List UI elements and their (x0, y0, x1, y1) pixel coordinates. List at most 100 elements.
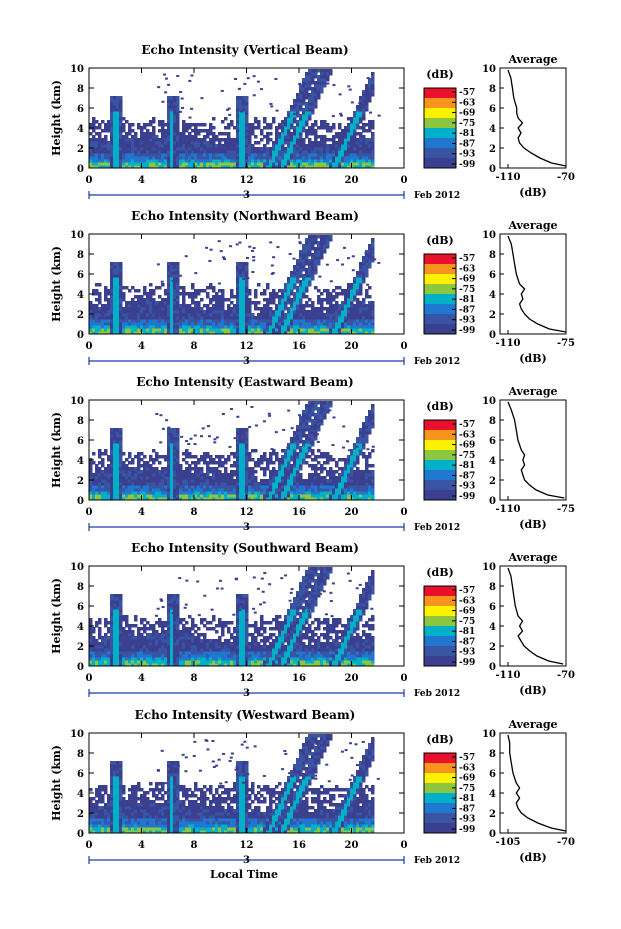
colorbar-cell (424, 437, 456, 441)
speckle (331, 582, 335, 585)
average-profile-line (507, 567, 564, 665)
date-month: Feb 2012 (414, 357, 460, 367)
x-tick-label: 8 (191, 175, 198, 186)
speckle (309, 427, 313, 430)
speckle (193, 740, 197, 743)
speckle (307, 417, 311, 420)
speckle (180, 97, 184, 100)
speckle (229, 756, 233, 759)
colorbar-cell (424, 130, 456, 134)
x-tick-label: 12 (240, 175, 254, 186)
speckle (235, 439, 239, 442)
colorbar-cell (424, 626, 456, 629)
speckle (201, 427, 205, 430)
speckle (245, 256, 249, 259)
y-tick-label: 0 (77, 829, 84, 840)
speckle (344, 749, 348, 752)
speckle (331, 444, 335, 447)
colorbar-label: -93 (459, 648, 475, 658)
colorbar-cell (424, 143, 456, 146)
average-x-tick-label: -110 (495, 670, 520, 681)
y-axis-label: Height (km) (50, 745, 63, 821)
colorbar-label: -81 (459, 461, 475, 471)
speckle (234, 77, 238, 80)
average-x-label: (dB) (519, 352, 546, 365)
colorbar-cell (424, 140, 456, 144)
y-tick-label: 0 (77, 330, 84, 341)
colorbar-cell (424, 828, 456, 831)
speckle (290, 588, 294, 591)
average-x-label: (dB) (519, 684, 546, 697)
speckle (362, 117, 366, 120)
panel-1: Echo Intensity (Northward Beam)0 4 8 12 16 20… (50, 209, 575, 367)
colorbar-cell (424, 256, 456, 260)
colorbar-cell (424, 795, 456, 799)
y-tick-label: 6 (77, 769, 84, 780)
colorbar-cell (424, 810, 456, 814)
speckle (355, 445, 359, 448)
colorbar-cell (424, 753, 456, 756)
speckle (331, 115, 335, 118)
x-tick-label: 0 (86, 673, 93, 684)
colorbar-cell (424, 326, 456, 330)
speckle (288, 772, 292, 775)
colorbar-label: -75 (459, 617, 475, 627)
average-title: Average (507, 219, 557, 232)
speckle (161, 427, 165, 430)
colorbar-label: -63 (459, 430, 475, 440)
speckle (245, 746, 249, 749)
speckle (270, 272, 274, 275)
colorbar-label: -63 (459, 596, 475, 606)
x-tick-label: 0 (401, 507, 408, 518)
speckle (228, 760, 232, 763)
speckle (171, 279, 175, 282)
speckle (288, 599, 292, 602)
y-tick-label: 2 (77, 310, 84, 321)
speckle (346, 572, 350, 575)
colorbar-cell (424, 135, 456, 139)
speckle (329, 600, 333, 603)
colorbar-cell (424, 291, 456, 295)
colorbar-cell (424, 798, 456, 801)
speckle (315, 433, 319, 436)
colorbar-label: -63 (459, 763, 475, 773)
average-frame (499, 233, 567, 335)
colorbar-cell (424, 462, 456, 466)
colorbar-cell (424, 264, 456, 267)
speckle (160, 749, 164, 752)
speckle (176, 764, 180, 767)
colorbar-cell (424, 296, 456, 300)
panel-title: Echo Intensity (Westward Beam) (135, 708, 356, 722)
colorbar-cell (424, 825, 456, 829)
speckle (248, 426, 252, 429)
colorbar-cell (424, 133, 456, 136)
average-y-tick-label: 6 (489, 270, 496, 281)
speckle (253, 745, 257, 748)
average-y-tick-label: 0 (489, 330, 496, 341)
x-tick-label: 12 (240, 673, 254, 684)
colorbar-cell (424, 286, 456, 290)
x-tick-label: 4 (138, 673, 145, 684)
colorbar-frame (423, 585, 457, 667)
average-profile-line (507, 235, 567, 333)
speckle (311, 75, 315, 78)
y-tick-label: 8 (77, 749, 84, 760)
colorbar-cell (424, 442, 456, 446)
average-y-tick-label: 10 (482, 64, 496, 75)
speckle (314, 774, 318, 777)
colorbar-label: -87 (459, 804, 475, 814)
speckle (175, 771, 179, 774)
date-day: 3 (243, 688, 250, 699)
average-y-tick-label: 6 (489, 104, 496, 115)
speckle (250, 406, 254, 409)
speckle (205, 246, 209, 249)
speckle (366, 283, 370, 286)
heatmap (89, 235, 381, 335)
speckle (351, 255, 355, 258)
average-y-tick-label: 4 (489, 124, 496, 135)
speckle (206, 425, 210, 428)
colorbar-cell (424, 420, 456, 423)
speckle (270, 448, 274, 451)
colorbar-label: -81 (459, 794, 475, 804)
date-month: Feb 2012 (414, 523, 460, 533)
